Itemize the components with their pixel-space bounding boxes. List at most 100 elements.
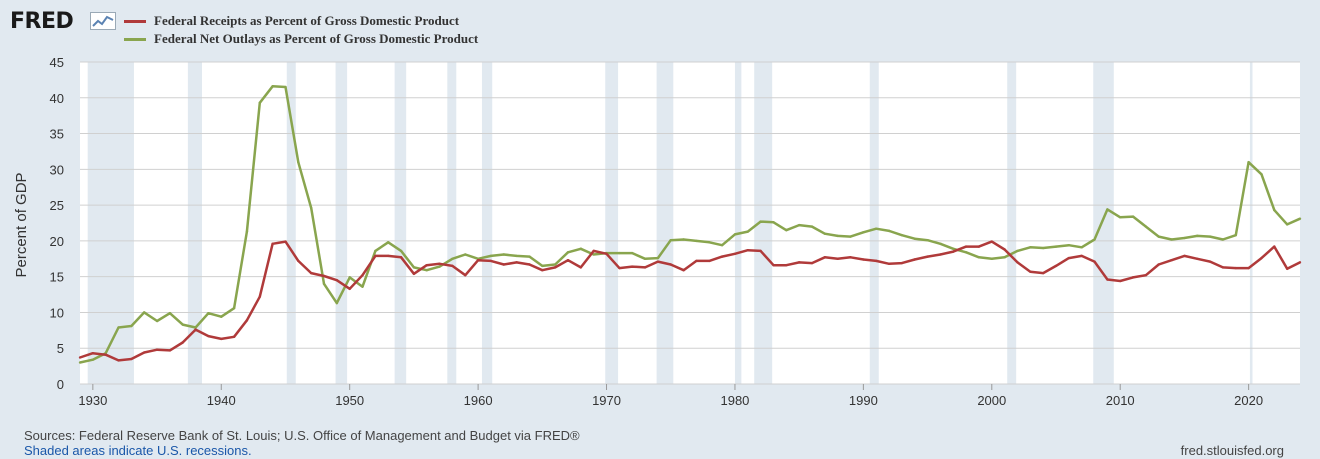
data-point-receipts[interactable] [1260, 256, 1263, 260]
data-point-receipts[interactable] [143, 351, 146, 354]
data-point-outlays[interactable] [592, 253, 595, 256]
data-point-outlays[interactable] [258, 101, 261, 104]
legend-item-receipts[interactable]: Federal Receipts as Percent of Gross Dom… [124, 12, 478, 30]
data-point-outlays[interactable] [1196, 234, 1199, 238]
data-point-outlays[interactable] [1234, 233, 1237, 237]
data-point-receipts[interactable] [1131, 276, 1135, 279]
data-point-outlays[interactable] [1285, 223, 1289, 226]
data-point-receipts[interactable] [91, 352, 95, 355]
data-point-receipts[interactable] [785, 264, 788, 267]
data-point-receipts[interactable] [412, 272, 416, 276]
data-point-outlays[interactable] [1041, 246, 1045, 250]
data-point-outlays[interactable] [374, 249, 377, 253]
data-point-outlays[interactable] [91, 358, 95, 361]
data-point-receipts[interactable] [489, 259, 493, 263]
data-point-outlays[interactable] [566, 251, 570, 254]
data-point-outlays[interactable] [297, 160, 300, 164]
data-point-outlays[interactable] [1003, 256, 1006, 259]
data-point-receipts[interactable] [823, 256, 827, 259]
data-point-receipts[interactable] [553, 266, 557, 269]
data-point-outlays[interactable] [746, 230, 749, 233]
data-point-receipts[interactable] [746, 248, 749, 252]
data-point-outlays[interactable] [643, 257, 647, 260]
data-point-receipts[interactable] [913, 258, 916, 261]
data-point-outlays[interactable] [708, 241, 711, 244]
data-point-receipts[interactable] [78, 356, 82, 359]
data-point-outlays[interactable] [823, 232, 827, 235]
data-point-outlays[interactable] [1119, 216, 1122, 219]
data-point-outlays[interactable] [194, 326, 197, 329]
data-point-receipts[interactable] [476, 259, 480, 262]
data-point-outlays[interactable] [335, 301, 339, 305]
data-point-outlays[interactable] [322, 282, 326, 286]
data-point-outlays[interactable] [489, 254, 493, 258]
data-point-outlays[interactable] [862, 231, 865, 234]
data-point-outlays[interactable] [515, 254, 518, 258]
data-point-outlays[interactable] [361, 285, 364, 288]
data-point-outlays[interactable] [579, 247, 583, 250]
data-point-receipts[interactable] [464, 274, 467, 277]
data-point-outlays[interactable] [695, 239, 698, 243]
data-point-outlays[interactable] [502, 253, 505, 256]
data-point-receipts[interactable] [1054, 264, 1058, 268]
series-line-outlays[interactable] [79, 85, 1301, 364]
data-point-receipts[interactable] [1003, 248, 1006, 251]
data-point-receipts[interactable] [592, 249, 595, 253]
data-point-outlays[interactable] [952, 247, 955, 250]
data-point-outlays[interactable] [990, 257, 993, 260]
data-point-receipts[interactable] [1234, 266, 1237, 270]
data-point-receipts[interactable] [168, 349, 172, 352]
data-point-outlays[interactable] [207, 311, 210, 315]
data-point-receipts[interactable] [643, 266, 647, 269]
data-point-receipts[interactable] [104, 353, 107, 356]
data-point-receipts[interactable] [952, 250, 955, 253]
data-point-receipts[interactable] [977, 245, 981, 248]
data-point-outlays[interactable] [451, 257, 454, 260]
data-point-outlays[interactable] [733, 233, 737, 236]
data-point-receipts[interactable] [849, 256, 852, 259]
data-point-receipts[interactable] [836, 257, 839, 260]
data-point-outlays[interactable] [425, 269, 428, 272]
data-point-outlays[interactable] [669, 238, 672, 242]
data-point-outlays[interactable] [1131, 215, 1135, 218]
data-point-outlays[interactable] [913, 237, 916, 240]
data-point-outlays[interactable] [284, 85, 287, 89]
data-point-outlays[interactable] [964, 251, 968, 254]
data-point-receipts[interactable] [708, 259, 711, 263]
data-point-outlays[interactable] [1144, 225, 1148, 228]
data-point-receipts[interactable] [361, 274, 364, 277]
data-point-receipts[interactable] [502, 263, 505, 266]
data-point-outlays[interactable] [348, 276, 351, 279]
data-point-receipts[interactable] [322, 274, 326, 278]
data-point-outlays[interactable] [939, 242, 942, 245]
data-point-receipts[interactable] [1016, 261, 1019, 264]
data-point-receipts[interactable] [232, 335, 236, 338]
data-point-outlays[interactable] [977, 256, 981, 259]
data-point-outlays[interactable] [785, 228, 788, 232]
legend-item-outlays[interactable]: Federal Net Outlays as Percent of Gross … [124, 30, 478, 48]
data-point-receipts[interactable] [566, 259, 570, 262]
data-point-receipts[interactable] [194, 328, 197, 331]
data-point-outlays[interactable] [541, 264, 544, 268]
data-point-receipts[interactable] [669, 263, 672, 266]
data-point-receipts[interactable] [579, 266, 583, 269]
data-point-outlays[interactable] [399, 249, 403, 253]
data-point-outlays[interactable] [1221, 238, 1225, 241]
data-point-receipts[interactable] [438, 262, 441, 265]
data-point-receipts[interactable] [939, 253, 942, 256]
data-point-outlays[interactable] [887, 229, 891, 233]
data-point-receipts[interactable] [1029, 270, 1032, 273]
data-point-receipts[interactable] [720, 255, 724, 258]
data-point-receipts[interactable] [797, 261, 801, 264]
data-point-outlays[interactable] [1093, 238, 1096, 241]
data-point-receipts[interactable] [1144, 274, 1148, 277]
data-point-outlays[interactable] [78, 361, 82, 364]
data-point-outlays[interactable] [155, 319, 159, 323]
data-point-receipts[interactable] [772, 264, 775, 267]
data-point-outlays[interactable] [309, 206, 313, 210]
data-point-outlays[interactable] [772, 221, 775, 224]
data-point-outlays[interactable] [1029, 246, 1032, 249]
data-point-outlays[interactable] [232, 306, 236, 310]
data-point-receipts[interactable] [605, 252, 608, 255]
data-point-outlays[interactable] [631, 251, 634, 255]
